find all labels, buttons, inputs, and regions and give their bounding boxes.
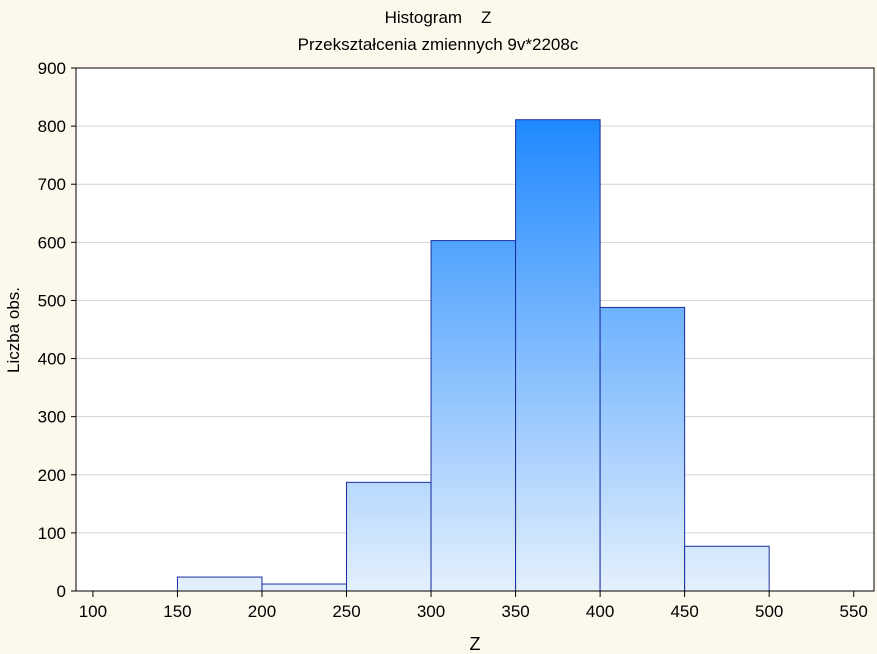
histogram-bar — [261, 583, 348, 592]
y-tick-label: 0 — [57, 582, 66, 601]
x-tick-label: 350 — [501, 602, 529, 621]
y-tick-label: 900 — [38, 59, 66, 78]
histogram-bar — [599, 306, 686, 592]
bars — [176, 119, 770, 592]
x-tick-label: 500 — [755, 602, 783, 621]
y-tick-label: 500 — [38, 291, 66, 310]
plot-frame — [75, 67, 875, 592]
y-tick-label: 200 — [38, 466, 66, 485]
histogram-bar — [176, 576, 263, 592]
histogram-bar — [430, 240, 517, 592]
x-tick-label: 450 — [670, 602, 698, 621]
x-tick-label: 150 — [163, 602, 191, 621]
x-tick-label: 550 — [840, 602, 868, 621]
x-tick-label: 100 — [79, 602, 107, 621]
chart-subtitle: Przekształcenia zmiennych 9v*2208c — [298, 35, 579, 54]
y-axis-label: Liczba obs. — [4, 287, 23, 373]
x-tick-label: 200 — [248, 602, 276, 621]
y-tick-label: 400 — [38, 350, 66, 369]
histogram-bar — [346, 481, 432, 592]
x-tick-label: 250 — [332, 602, 360, 621]
x-tick-label: 300 — [417, 602, 445, 621]
y-tick-label: 300 — [38, 408, 66, 427]
x-axis-label: Z — [470, 634, 481, 654]
y-tick-label: 800 — [38, 117, 66, 136]
x-tick-label: 400 — [586, 602, 614, 621]
y-tick-label: 700 — [38, 175, 66, 194]
histogram-bar — [515, 119, 601, 592]
x-axis: 100 150 200 250 300 350 400 450 500 550 — [79, 591, 868, 621]
y-axis: 0 100 200 300 400 500 600 700 800 900 — [38, 59, 76, 601]
y-tick-label: 600 — [38, 233, 66, 252]
chart-title: Histogram Z — [385, 8, 492, 27]
y-tick-label: 100 — [38, 524, 66, 543]
histogram-bar — [684, 545, 770, 592]
